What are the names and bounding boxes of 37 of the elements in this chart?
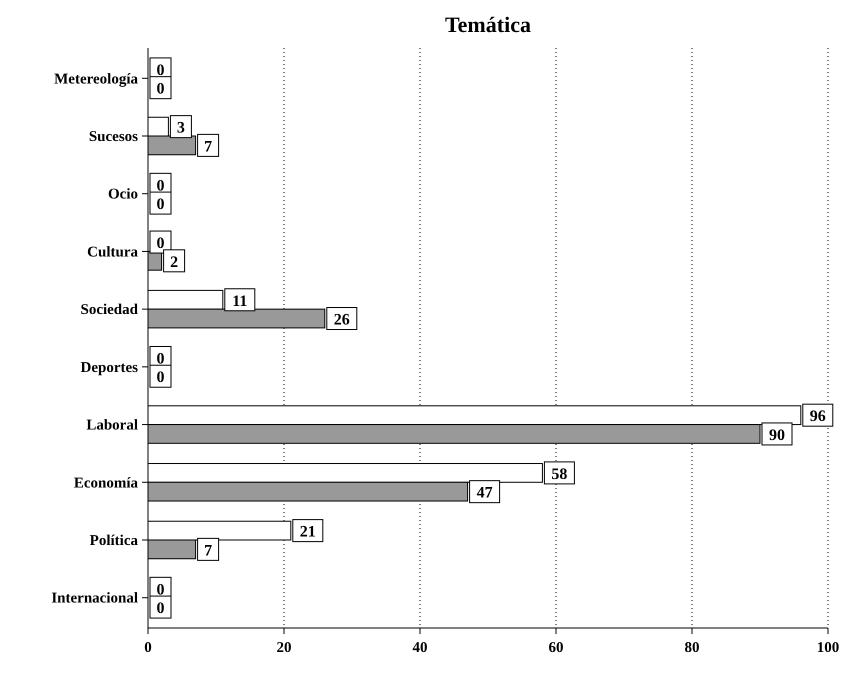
- data-label: 96: [810, 408, 826, 426]
- y-tick-label: Ocio: [108, 186, 138, 203]
- y-tick-label: Política: [90, 532, 138, 549]
- x-tick-label: 40: [412, 640, 428, 656]
- data-label: 7: [204, 542, 212, 560]
- y-tick-label: Economía: [74, 475, 138, 492]
- y-tick-label: Cultura: [87, 244, 138, 260]
- data-label: 0: [156, 350, 164, 368]
- data-label: 0: [156, 80, 164, 98]
- y-tick-label: Deportes: [80, 360, 138, 376]
- data-label: 0: [156, 369, 164, 386]
- chart-title: Temática: [445, 12, 531, 37]
- data-label: 11: [232, 292, 248, 310]
- x-tick-label: 100: [816, 640, 840, 656]
- x-tick-label: 0: [144, 640, 152, 656]
- y-tick-label: Internacional: [51, 590, 138, 607]
- data-label: 58: [551, 466, 568, 483]
- data-label: 90: [769, 426, 785, 444]
- y-tick-label: Metereología: [54, 71, 138, 88]
- data-label: 7: [204, 138, 212, 156]
- data-label: 21: [300, 524, 316, 541]
- data-label: 0: [156, 177, 164, 194]
- data-label: 0: [156, 581, 164, 598]
- y-tick-label: Sociedad: [80, 302, 139, 318]
- data-label: 26: [334, 312, 350, 329]
- x-tick-label: 60: [548, 640, 564, 656]
- data-label: 2: [170, 254, 178, 271]
- data-label: 47: [476, 484, 493, 502]
- y-tick-label: Laboral: [86, 418, 138, 434]
- data-label: 0: [156, 196, 164, 214]
- x-tick-label: 20: [276, 640, 292, 656]
- data-label: 0: [156, 62, 164, 79]
- data-label: 0: [156, 600, 164, 618]
- data-label: 3: [176, 120, 185, 137]
- x-tick-label: 80: [684, 640, 700, 656]
- y-tick-label: Sucesos: [88, 129, 138, 146]
- data-label: 0: [156, 235, 164, 252]
